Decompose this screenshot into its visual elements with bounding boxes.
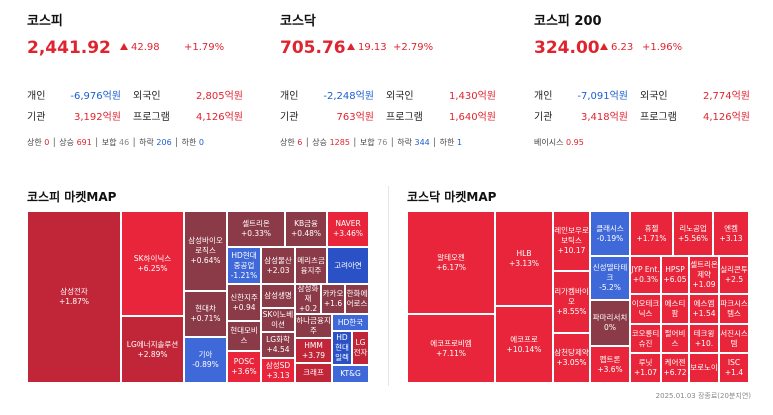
map-tile[interactable]: 리가켐바이오 +8.55% <box>553 271 590 333</box>
map-tile[interactable]: KB금융 +0.48% <box>285 211 327 247</box>
map-tile[interactable]: 휴젤 +1.71% <box>630 211 673 256</box>
map-tile[interactable]: 하나금융지주 <box>295 314 332 338</box>
map-tile[interactable]: 한화에어로스 <box>345 284 369 314</box>
map-tile[interactable]: 삼천당제약 +3.05% <box>553 333 590 383</box>
kospi-panel: 코스피 2,441.92 42.98 +1.79% 개인 -6,976억원 외국… <box>27 0 247 160</box>
map-tile[interactable]: 이오테크닉스 <box>630 294 661 324</box>
map-tile[interactable]: 에스엠 +1.54 <box>689 294 719 324</box>
map-tile[interactable]: 에코프로 +10.14% <box>495 306 553 383</box>
map-tile[interactable]: LG화학 +4.54 <box>261 332 295 358</box>
map-tile[interactable]: 고려아연 <box>327 247 369 284</box>
map-tile[interactable]: KT&G <box>332 365 369 383</box>
kospi200-panel: 코스피 200 324.00 6.23 +1.96% 개인 -7,091억원 외… <box>534 0 754 160</box>
kosdaq-panel: 코스닥 705.76 19.13 +2.79% 개인 -2,248억원 외국인 … <box>280 0 500 160</box>
map-tile[interactable]: JYP Ent. +0.3% <box>630 256 661 294</box>
index-title[interactable]: 코스피 <box>27 14 63 29</box>
timestamp: 2025.01.03 장종료(20분지연) <box>655 392 751 400</box>
index-rate: +2.79% <box>393 42 434 53</box>
map-tile[interactable]: 루닛 +1.07 <box>630 353 661 383</box>
map-tile[interactable]: 메리츠금융지주 <box>295 247 327 284</box>
map-tile[interactable]: POSC +3.6% <box>227 351 261 383</box>
map-tile[interactable]: HMM +3.79 <box>295 338 332 363</box>
map-tile[interactable]: SK이노베이션 <box>261 308 295 332</box>
map-tile[interactable]: 리노공업 +5.56% <box>673 211 713 256</box>
up-triangle-icon <box>120 43 128 50</box>
map-tile[interactable]: 크래프 <box>295 363 332 383</box>
map-tile[interactable]: 펄어비스 <box>661 324 689 353</box>
index-value: 705.76 <box>280 38 346 58</box>
map-tile[interactable]: 카카오 +1.6 <box>321 284 345 314</box>
map-tile[interactable]: HPSP +6.05 <box>661 256 689 294</box>
map-tile[interactable]: 레인보우로보틱스 +10.17 <box>553 211 590 271</box>
map-tile[interactable]: 신한지주 +0.94 <box>227 284 261 321</box>
map-tile[interactable]: 코오롱티슈진 <box>630 324 661 353</box>
map-tile[interactable]: 셀트리온 +0.33% <box>227 211 285 247</box>
index-title[interactable]: 코스피 200 <box>534 14 602 29</box>
map-tile[interactable]: HD한국 <box>332 314 369 331</box>
map-tile[interactable]: HD현대중공업 -1.21% <box>227 247 261 284</box>
map-tile[interactable]: HLB +3.13% <box>495 211 553 306</box>
index-change: 42.98 <box>120 42 160 53</box>
map-tile[interactable]: ISC +1.4 <box>719 353 749 383</box>
divider <box>388 186 389 386</box>
map-tile[interactable]: 펩트론 +3.6% <box>590 346 630 383</box>
map-tile[interactable]: 엔켐 +3.13 <box>713 211 749 256</box>
index-rate: +1.96% <box>642 42 683 53</box>
kosdaq-treemap: 알테오젠 +6.17% 에코프로비엠 +7.11% HLB +3.13% 에코프로 +1… <box>407 211 749 383</box>
market-breadth: 상한 6 │ 상승 1285 │ 보합 76 │ 하락 344 │ 하한 1 <box>280 138 463 147</box>
map-tile[interactable]: 현대모비스 <box>227 321 261 351</box>
map-tile[interactable]: 셀트리온제약 +1.09 <box>689 256 719 294</box>
map-tile[interactable]: NAVER +3.46% <box>327 211 369 247</box>
map-tile[interactable]: 에스티팜 <box>661 294 689 324</box>
kosdaq-map-title[interactable]: 코스닥 마켓MAP <box>407 190 497 204</box>
map-tile[interactable]: LG전자 <box>352 331 369 365</box>
map-tile[interactable]: 현대차 +0.71% <box>184 291 227 337</box>
map-tile[interactable]: 실리콘투 +2.5 <box>719 256 749 294</box>
basis: 베이시스 0.95 <box>534 138 584 147</box>
map-tile[interactable]: LG에너지솔루션 +2.89% <box>121 316 184 383</box>
map-tile[interactable]: 삼성물산 +2.03 <box>261 247 295 284</box>
map-tile[interactable]: 삼성전자 +1.87% <box>27 211 121 383</box>
index-rate: +1.79% <box>184 42 225 53</box>
map-tile[interactable]: HD현대일렉 <box>332 331 352 365</box>
map-tile[interactable]: 테크윙 +10. <box>689 324 719 353</box>
index-value: 324.00 <box>534 38 600 58</box>
map-tile[interactable]: 보로노이 <box>689 353 719 383</box>
map-tile[interactable]: 삼성생명 <box>261 284 295 308</box>
kospi-map-title[interactable]: 코스피 마켓MAP <box>27 190 117 204</box>
map-tile[interactable]: 신성델타테크 -5.2% <box>590 256 630 300</box>
map-tile[interactable]: 파크시스템스 <box>719 294 749 324</box>
index-value: 2,441.92 <box>27 38 111 58</box>
map-tile[interactable]: 기아 -0.89% <box>184 337 227 383</box>
map-tile[interactable]: 알테오젠 +6.17% <box>407 211 495 314</box>
kospi-treemap: 삼성전자 +1.87% SK하이닉스 +6.25% LG에너지솔루션 +2.89% 삼… <box>27 211 369 383</box>
map-tile[interactable]: 삼성SD +3.13 <box>261 358 295 383</box>
index-title[interactable]: 코스닥 <box>280 14 316 29</box>
map-tile[interactable]: 삼성바이오로직스 +0.64% <box>184 211 227 291</box>
map-tile[interactable]: 클래시스 -0.19% <box>590 211 630 256</box>
market-breadth: 상한 0 │ 상승 691 │ 보합 46 │ 하락 206 │ 하한 0 <box>27 138 204 147</box>
map-tile[interactable]: 케어젠 +6.72 <box>661 353 689 383</box>
up-triangle-icon <box>347 43 355 50</box>
up-triangle-icon <box>600 43 608 50</box>
map-tile[interactable]: 서진시스템 <box>719 324 749 353</box>
index-change: 19.13 <box>347 42 387 53</box>
map-tile[interactable]: 에코프로비엠 +7.11% <box>407 314 495 383</box>
map-tile[interactable]: 삼성화재 +0.2 <box>295 284 321 314</box>
map-tile[interactable]: SK하이닉스 +6.25% <box>121 211 184 316</box>
index-change: 6.23 <box>600 42 633 53</box>
map-tile[interactable]: 파마리서치 0% <box>590 300 630 346</box>
